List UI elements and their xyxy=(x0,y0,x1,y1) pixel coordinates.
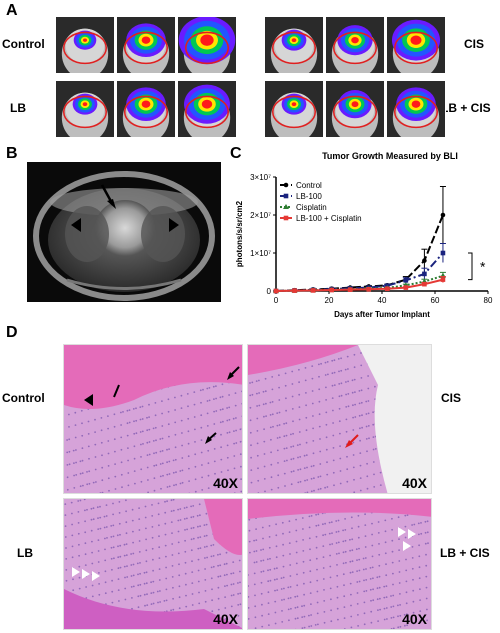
histology-tile: 40X xyxy=(63,498,243,630)
chart-title: Tumor Growth Measured by BLI xyxy=(322,151,458,161)
x-tick-label: 20 xyxy=(325,296,334,305)
bli-tile xyxy=(116,16,176,74)
panel-c-letter: C xyxy=(230,145,242,162)
bli-tile xyxy=(177,16,237,74)
x-tick-label: 80 xyxy=(484,296,493,305)
panel-d-label-lb-cis: LB + CIS xyxy=(440,546,490,560)
data-point xyxy=(273,288,279,294)
panel-b-letter: B xyxy=(6,145,18,162)
data-point xyxy=(440,277,446,282)
x-tick-label: 60 xyxy=(431,296,440,305)
series-line xyxy=(275,278,444,292)
data-point xyxy=(422,281,427,287)
panel-a-label-lb-cis: LB + CIS xyxy=(441,101,491,115)
panel-d-label-control: Control xyxy=(2,391,45,405)
y-tick-label: 1×10⁷ xyxy=(250,249,271,258)
bli-tile xyxy=(264,80,324,138)
data-point xyxy=(366,286,372,292)
magnification-label: 40X xyxy=(402,611,427,627)
bli-tile xyxy=(264,16,324,74)
panel-d-label-lb: LB xyxy=(17,546,33,560)
panel-a-label-lb: LB xyxy=(10,101,26,115)
data-point xyxy=(422,258,427,263)
magnification-label: 40X xyxy=(213,475,238,491)
series-line xyxy=(275,214,444,292)
mri-arrowhead-left xyxy=(71,218,81,232)
panel-d-label-cis: CIS xyxy=(441,391,462,405)
y-tick-label: 0 xyxy=(267,287,272,296)
data-point xyxy=(440,250,446,256)
data-point xyxy=(403,285,409,290)
legend-marker xyxy=(283,204,289,209)
legend-label: LB-100 + Cisplatin xyxy=(296,214,362,223)
histology-tile: 40X xyxy=(63,344,243,494)
histology-tile: 40X xyxy=(247,344,432,494)
bli-tile xyxy=(55,16,115,74)
data-point xyxy=(310,288,316,293)
legend-label: LB-100 xyxy=(296,192,322,201)
significance-bracket xyxy=(468,252,473,281)
legend-marker xyxy=(283,215,289,221)
legend-marker xyxy=(283,182,289,188)
legend-label: Control xyxy=(296,181,322,190)
bli-tile xyxy=(386,80,446,138)
bli-tile xyxy=(55,80,115,138)
data-point xyxy=(347,287,353,292)
panel-d-letter: D xyxy=(6,324,18,341)
bli-tile xyxy=(325,16,385,74)
magnification-label: 40X xyxy=(213,611,238,627)
significance-marker: * xyxy=(480,258,486,274)
bli-tile xyxy=(325,80,385,138)
mri-image xyxy=(27,162,221,302)
x-tick-label: 40 xyxy=(378,296,387,305)
data-point xyxy=(403,278,409,283)
y-axis-label: photons/s/sr/cm2 xyxy=(235,200,244,267)
mri-arrowhead-right xyxy=(169,218,179,232)
histology-tile: 40X xyxy=(247,498,432,630)
bli-tile xyxy=(116,80,176,138)
bli-tile xyxy=(386,16,446,74)
data-point xyxy=(440,212,446,218)
legend-marker xyxy=(283,193,289,199)
x-tick-label: 0 xyxy=(274,296,279,305)
data-point xyxy=(292,288,297,293)
bli-growth-chart: Tumor Growth Measured by BLI 0 1×10⁷ 2×10⁷ 3… xyxy=(235,151,493,319)
panel-a-label-control: Control xyxy=(2,37,45,51)
legend-label: Cisplatin xyxy=(296,203,327,212)
magnification-label: 40X xyxy=(402,475,427,491)
data-point xyxy=(385,286,390,292)
bli-tile xyxy=(177,80,237,138)
y-tick-label: 2×10⁷ xyxy=(250,211,271,220)
y-tick-label: 3×10⁷ xyxy=(250,173,271,182)
data-point xyxy=(422,271,427,277)
x-axis-label: Days after Tumor Implant xyxy=(334,310,430,319)
panel-a-letter: A xyxy=(6,2,18,19)
panel-a-label-cis: CIS xyxy=(464,37,485,51)
data-point xyxy=(329,287,334,293)
